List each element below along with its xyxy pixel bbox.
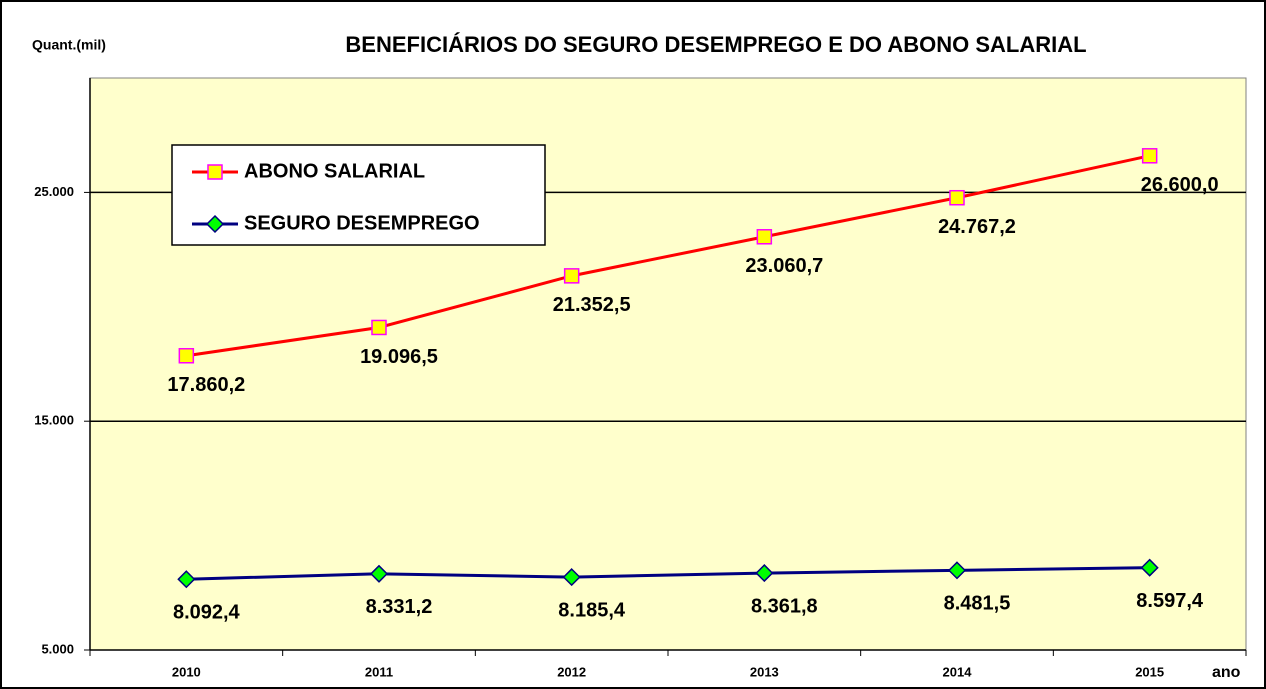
data-label: 8.092,4 <box>173 602 241 624</box>
legend-label: ABONO SALARIAL <box>244 160 425 182</box>
x-axis-label: ano <box>1212 664 1241 681</box>
marker <box>562 568 581 587</box>
x-tick-label: 2010 <box>172 664 201 679</box>
marker <box>947 561 967 580</box>
series-line <box>186 154 1150 358</box>
series-line <box>186 566 1150 581</box>
x-tick-label: 2013 <box>750 664 779 679</box>
data-label: 8.597,4 <box>1136 590 1204 612</box>
y-tick-label: 25.000 <box>34 184 74 199</box>
marker <box>755 564 774 583</box>
y-axis-label: Quant.(mil) <box>32 37 106 53</box>
data-label: 8.185,4 <box>558 599 626 621</box>
marker <box>1140 558 1159 577</box>
marker <box>207 164 223 180</box>
marker <box>949 189 965 206</box>
data-label: 8.361,8 <box>751 595 818 617</box>
data-label: 8.331,2 <box>366 596 433 618</box>
chart-title: BENEFICIÁRIOS DO SEGURO DESEMPREGO E DO … <box>345 32 1086 57</box>
x-tick-label: 2012 <box>557 664 586 679</box>
y-tick-label: 15.000 <box>34 413 74 428</box>
x-tick-label: 2011 <box>365 664 393 679</box>
marker <box>178 348 195 364</box>
data-label: 21.352,5 <box>553 294 631 316</box>
marker <box>205 214 225 234</box>
marker <box>177 570 196 589</box>
data-label: 23.060,7 <box>745 255 823 277</box>
marker <box>369 564 389 583</box>
legend-label: SEGURO DESEMPREGO <box>244 212 480 234</box>
data-label: 8.481,5 <box>944 593 1011 615</box>
x-tick-label: 2015 <box>1135 664 1164 679</box>
data-label: 19.096,5 <box>360 346 438 368</box>
data-label: 24.767,2 <box>938 216 1016 238</box>
marker <box>563 268 580 284</box>
legend-box <box>171 144 546 246</box>
data-label: 26.600,0 <box>1141 174 1219 196</box>
marker <box>371 319 387 336</box>
marker <box>756 229 773 245</box>
marker <box>1141 148 1158 164</box>
data-label: 17.860,2 <box>167 374 245 396</box>
y-tick-label: 5.000 <box>41 641 74 656</box>
x-tick-label: 2014 <box>943 664 973 679</box>
